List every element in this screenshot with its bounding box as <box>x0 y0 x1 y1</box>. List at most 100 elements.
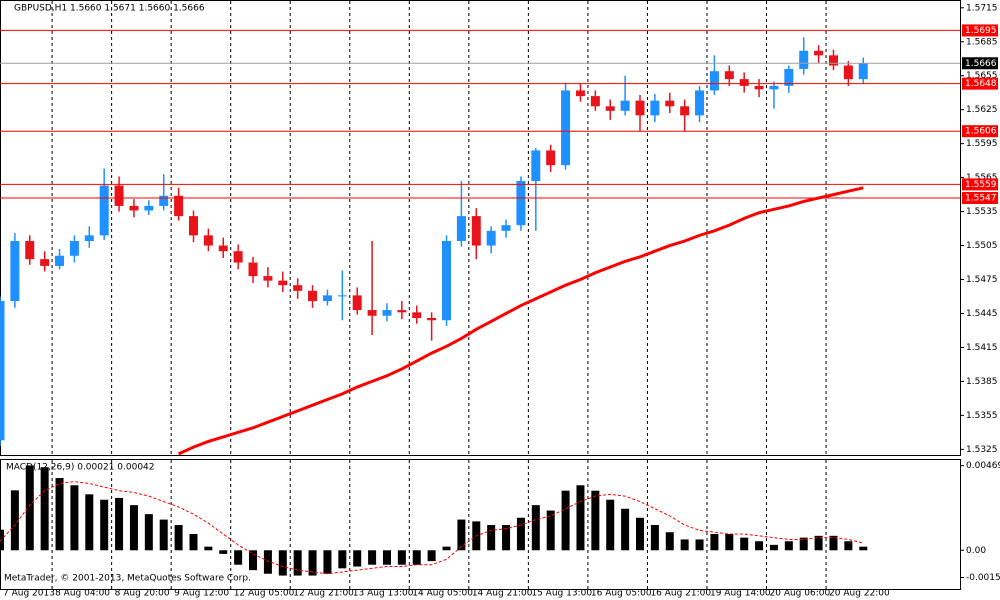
level-label-box <box>962 191 998 204</box>
macd-bar <box>234 550 243 565</box>
macd-bar <box>174 525 183 551</box>
candle-body <box>278 280 288 286</box>
macd-bar <box>561 490 570 551</box>
candle-body <box>55 255 65 266</box>
candle-body <box>501 225 511 231</box>
macd-bar <box>25 465 34 551</box>
candle-body <box>471 216 481 246</box>
watermark: MetaTrader, © 2001-2013, MetaQuotes Soft… <box>4 574 251 584</box>
macd-bar <box>249 550 258 571</box>
candle-body <box>248 262 258 277</box>
candle-body <box>650 100 660 116</box>
y-tick-label: 1.5595 <box>966 139 998 149</box>
candle-body <box>456 216 466 242</box>
y-tick-label: 1.5625 <box>966 105 998 115</box>
macd-bar <box>591 490 600 551</box>
macd-bar <box>129 505 138 551</box>
x-tick-label: 14 Aug 05:00 <box>412 589 473 599</box>
macd-bar <box>159 519 168 551</box>
level-label: 1.5559 <box>965 180 997 190</box>
candle-body <box>69 241 79 256</box>
candle-body <box>754 85 764 90</box>
x-tick-label: 16 Aug 05:00 <box>591 589 652 599</box>
macd-bar <box>0 529 4 551</box>
candle-body <box>769 85 779 90</box>
candle-body <box>412 312 422 319</box>
macd-bar <box>695 539 704 551</box>
candle-body <box>442 241 452 321</box>
macd-bar <box>278 550 287 576</box>
macd-bar <box>784 541 793 551</box>
candle-body <box>218 245 228 252</box>
candle-body <box>724 71 734 80</box>
level-label: 1.5606 <box>965 127 997 137</box>
level-label-box <box>962 77 998 90</box>
x-tick-label: 8 Aug 20:00 <box>115 589 170 599</box>
macd-bar <box>457 519 466 551</box>
level-label-box <box>962 125 998 138</box>
level-label: 1.5547 <box>965 193 997 203</box>
y-tick-label: 0.00469 <box>966 461 1000 471</box>
candle-body <box>203 235 213 246</box>
macd-bar <box>263 550 272 574</box>
level-label: 1.5648 <box>965 79 997 89</box>
x-tick-label: 9 Aug 12:00 <box>174 589 229 599</box>
macd-bar <box>606 499 615 551</box>
x-tick-label: 7 Aug 2013 <box>3 589 55 599</box>
candle-body <box>546 150 556 166</box>
candle-body <box>322 295 332 302</box>
macd-bar <box>308 550 317 576</box>
macd-bar <box>814 535 823 551</box>
macd-bar <box>516 517 525 551</box>
x-tick-label: 12 Aug 21:00 <box>293 589 354 599</box>
y-tick-label: 1.5535 <box>966 207 998 217</box>
candle-body <box>293 285 303 291</box>
y-tick-label: 1.5565 <box>966 173 998 183</box>
macd-bar <box>859 546 868 551</box>
macd-bar <box>10 490 19 551</box>
candle-body <box>620 100 630 111</box>
macd-bar <box>799 537 808 551</box>
macd-pane-border <box>0 459 961 590</box>
candle-body <box>695 90 705 116</box>
y-tick-label: 1.5385 <box>966 377 998 387</box>
candle-body <box>799 50 809 69</box>
y-tick-label: 1.5655 <box>966 71 998 81</box>
x-tick-label: 8 Aug 04:00 <box>55 589 110 599</box>
macd-bar <box>680 539 689 551</box>
candle-body <box>858 63 868 80</box>
macd-bar <box>219 550 228 554</box>
candle-body <box>843 65 853 80</box>
macd-bar <box>412 550 421 565</box>
macd-bar <box>442 546 451 551</box>
macd-bar <box>368 550 377 565</box>
y-tick-label: -0.00151 <box>966 573 1000 583</box>
candle-body <box>0 301 5 441</box>
macd-bar <box>576 485 585 551</box>
candle-body <box>561 90 571 166</box>
macd-bar <box>397 550 406 565</box>
candle-body <box>739 79 749 86</box>
candle-body <box>114 185 124 206</box>
candle-body <box>263 276 273 281</box>
candle-body <box>828 55 838 66</box>
macd-bar <box>204 546 213 551</box>
macd-bar <box>487 525 496 551</box>
y-tick-label: 1.5355 <box>966 411 998 421</box>
candle-body <box>486 230 496 246</box>
candle-body <box>10 241 20 302</box>
macd-bar <box>546 510 555 551</box>
macd-bar <box>710 534 719 551</box>
x-tick-label: 13 Aug 13:00 <box>353 589 414 599</box>
candle-body <box>40 259 50 266</box>
macd-header: MACD(12,26,9) 0.00021 0.00042 <box>6 463 155 473</box>
candle-body <box>382 310 392 316</box>
level-label-box <box>962 178 998 191</box>
x-tick-label: 14 Aug 21:00 <box>472 589 533 599</box>
candle-body <box>159 195 169 206</box>
macd-bar <box>115 497 124 551</box>
candle-body <box>814 50 824 56</box>
candle-body <box>784 68 794 86</box>
y-tick-label: 1.5685 <box>966 37 998 47</box>
